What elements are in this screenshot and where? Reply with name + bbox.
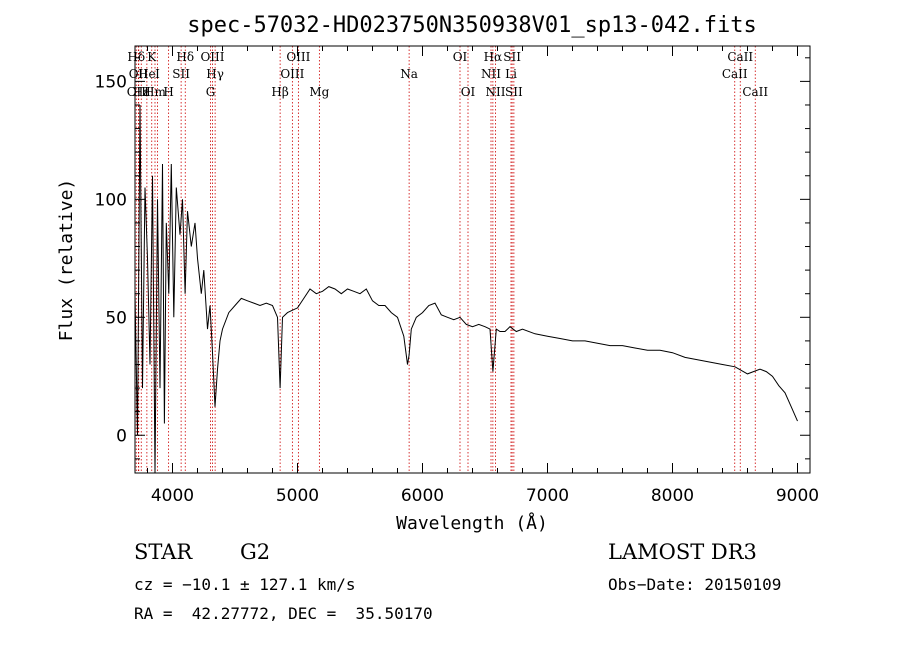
line-label-3: Hε <box>133 85 150 99</box>
line-label-14: Hβ <box>271 85 288 99</box>
line-label-9: SII <box>172 67 190 81</box>
line-label-26: SII <box>505 85 523 99</box>
object-type: STAR <box>134 540 193 564</box>
spectral-line-markers <box>135 46 756 473</box>
line-label-8: I <box>155 67 160 81</box>
x-tick-label-0: 4000 <box>151 486 194 506</box>
line-label-15: OIII <box>286 50 310 64</box>
y-tick-label-1: 50 <box>105 308 127 328</box>
line-label-24: SII <box>503 50 521 64</box>
line-label-19: OI <box>453 50 468 64</box>
redshift-text: cz = −10.1 ± 127.1 km/s <box>134 575 356 594</box>
coordinates: RA = 42.27772, DEC = 35.50170 <box>134 604 433 623</box>
y-tick-label-2: 100 <box>95 190 127 210</box>
line-label-29: CaII <box>742 85 768 99</box>
obs-date: Obs−Date: 20150109 <box>608 575 781 594</box>
line-label-6: Hm <box>144 85 166 99</box>
x-axis: 4000 5000 6000 7000 8000 9000 <box>147 46 819 506</box>
line-label-16: OIII <box>280 67 304 81</box>
x-tick-label-1: 5000 <box>276 486 319 506</box>
line-label-27: CaII <box>727 50 753 64</box>
line-label-10: Hδ <box>176 50 194 64</box>
line-label-28: CaII <box>722 67 748 81</box>
line-label-11: OIII <box>200 50 224 64</box>
line-label-5: K <box>147 50 157 64</box>
x-tick-label-3: 7000 <box>526 486 569 506</box>
line-label-2: OIII <box>127 85 151 99</box>
line-label-22: NII <box>481 67 501 81</box>
survey-name: LAMOST DR3 <box>608 540 757 564</box>
x-tick-label-4: 8000 <box>651 486 694 506</box>
line-label-1: OII <box>129 67 149 81</box>
line-label-13: G <box>206 85 216 99</box>
chart-title: spec-57032-HD023750N350938V01_sp13-042.f… <box>187 13 757 38</box>
line-label-23: NII <box>486 85 506 99</box>
y-tick-label-0: 0 <box>116 426 127 446</box>
line-label-25: Li <box>505 67 517 81</box>
line-label-12: Hγ <box>206 67 224 81</box>
line-label-7: H <box>163 85 173 99</box>
plot-frame <box>134 45 811 474</box>
spectrum-line <box>134 104 798 474</box>
y-axis: 0 50 100 150 <box>95 57 810 460</box>
x-tick-label-2: 6000 <box>401 486 444 506</box>
x-axis-label: Wavelength (Å) <box>396 512 548 534</box>
line-label-0: Hδ <box>127 50 145 64</box>
line-label-20: OI <box>461 85 476 99</box>
y-axis-label: Flux (relative) <box>56 179 77 342</box>
x-tick-label-5: 9000 <box>776 486 819 506</box>
line-label-21: Hα <box>484 50 503 64</box>
spectral-class: G2 <box>240 540 270 564</box>
line-label-4: He <box>138 67 156 81</box>
line-label-18: Na <box>400 67 418 81</box>
line-label-17: Mg <box>309 85 329 99</box>
y-tick-label-3: 150 <box>95 72 127 92</box>
